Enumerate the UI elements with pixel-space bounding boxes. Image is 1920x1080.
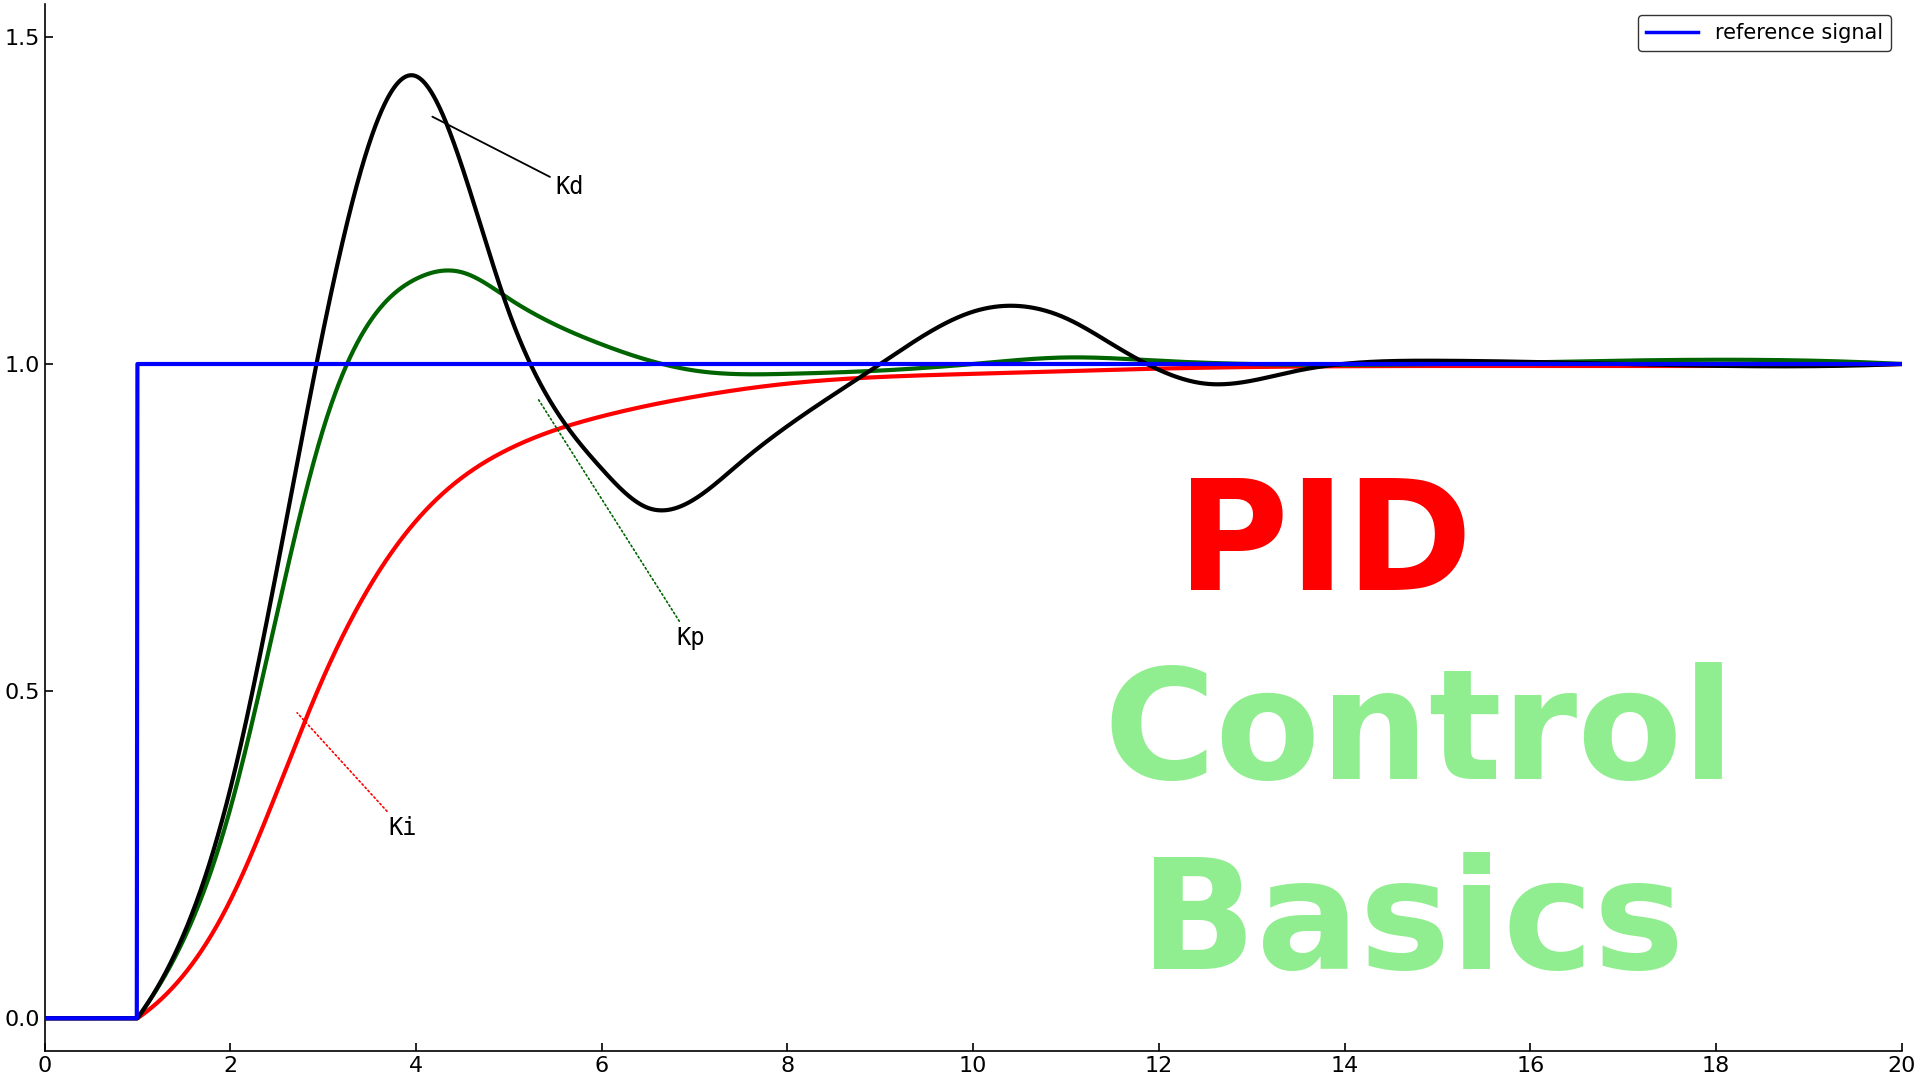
reference signal — [33, 1012, 56, 1025]
reference signal — [1889, 357, 1912, 370]
Text: Control: Control — [1104, 662, 1736, 811]
reference signal — [826, 357, 849, 370]
reference signal — [745, 357, 768, 370]
reference signal — [1655, 357, 1678, 370]
reference signal — [127, 357, 150, 370]
Line: reference signal: reference signal — [44, 364, 1901, 1018]
Legend: reference signal: reference signal — [1638, 15, 1891, 51]
reference signal — [355, 357, 378, 370]
reference signal — [1855, 357, 1878, 370]
Text: Kd: Kd — [432, 117, 584, 199]
Text: Basics: Basics — [1140, 852, 1684, 1001]
Text: Kp: Kp — [538, 400, 705, 650]
Text: Ki: Ki — [298, 713, 417, 840]
Text: PID: PID — [1177, 473, 1473, 622]
reference signal — [246, 357, 269, 370]
